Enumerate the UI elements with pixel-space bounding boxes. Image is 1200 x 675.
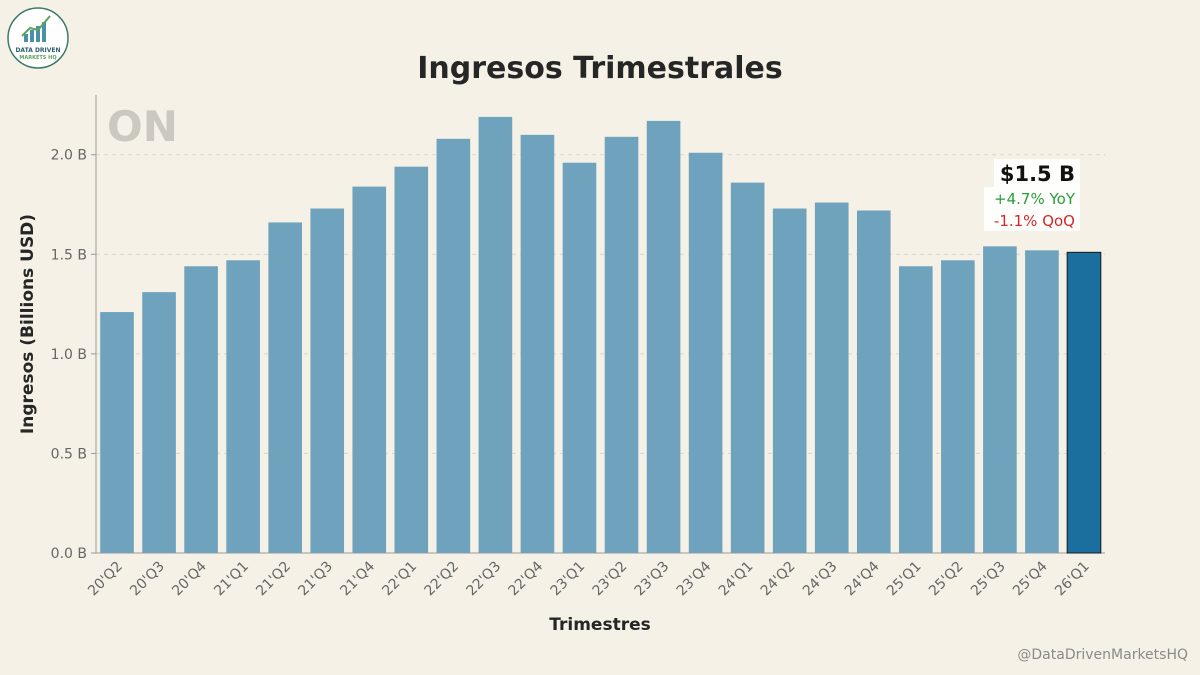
x-tick-label: 24'Q1 — [716, 559, 757, 600]
bar-24-q1 — [730, 182, 765, 554]
x-tick-label: 24'Q3 — [800, 559, 841, 600]
bar-23-q2 — [604, 136, 639, 554]
bar-23-q4 — [688, 152, 723, 553]
x-tick-label: 21'Q4 — [337, 558, 378, 599]
ticker-watermark: ON — [107, 102, 178, 151]
x-tick-label: 23'Q2 — [590, 559, 631, 600]
x-tick-label: 25'Q4 — [1010, 558, 1051, 599]
x-tick-labels: 20'Q2 20'Q3 20'Q4 21'Q1 21'Q2 21'Q3 21'Q4 22'Q1… — [85, 558, 1093, 599]
x-tick-label: 25'Q2 — [926, 559, 967, 600]
x-tick-label: 23'Q3 — [632, 559, 673, 600]
bar-21-q2 — [268, 222, 303, 553]
x-tick-label: 20'Q3 — [127, 559, 168, 600]
x-axis-label: Trimestres — [549, 615, 650, 635]
x-tick-label: 25'Q1 — [884, 559, 925, 600]
y-axis-label: Ingresos (Billions USD) — [18, 214, 38, 434]
bar-24-q3 — [814, 202, 849, 553]
bar-25-q2 — [941, 260, 975, 553]
grid-lines — [96, 154, 1105, 454]
x-tick-label: 25'Q3 — [968, 559, 1009, 600]
x-tick-label: 21'Q1 — [211, 559, 252, 600]
latest-value-callout: $1.5 B +4.7% YoY -1.1% QoQ — [984, 159, 1080, 231]
logo-text-line1: DATA DRIVEN — [15, 47, 60, 54]
x-tick-label: 22'Q4 — [506, 558, 547, 599]
x-tick-label: 26'Q1 — [1052, 559, 1093, 600]
bar-22-q4 — [520, 134, 555, 553]
bar-21-q1 — [226, 260, 260, 553]
bar-24-q4 — [856, 210, 891, 553]
x-tick-label: 22'Q1 — [379, 559, 420, 600]
y-tick-labels: 0.0 B 0.5 B 1.0 B 1.5 B 2.0 B — [51, 148, 96, 562]
x-tick-label: 21'Q3 — [295, 559, 336, 600]
bar-20-q2 — [100, 312, 134, 553]
callout-value: $1.5 B — [1000, 162, 1075, 186]
y-tick-label: 0.0 B — [51, 546, 87, 562]
bar-22-q2 — [436, 138, 471, 553]
x-tick-label: 24'Q4 — [842, 558, 883, 599]
callout-yoy: +4.7% YoY — [994, 190, 1076, 208]
bar-21-q3 — [310, 208, 345, 554]
y-tick-label: 1.5 B — [51, 247, 87, 263]
chart-title: Ingresos Trimestrales — [417, 51, 782, 86]
bar-21-q4 — [352, 186, 387, 553]
x-tick-label: 23'Q1 — [548, 559, 589, 600]
x-tick-label: 24'Q2 — [758, 559, 799, 600]
brand-logo: DATA DRIVEN MARKETS HQ — [7, 7, 69, 69]
bar-20-q4 — [184, 266, 218, 553]
x-tick-label: 20'Q2 — [85, 559, 126, 600]
bar-22-q3 — [478, 116, 513, 553]
bar-25-q3 — [983, 246, 1017, 554]
y-tick-label: 1.0 B — [51, 347, 87, 363]
bar-20-q3 — [142, 292, 176, 553]
x-tick-label: 20'Q4 — [169, 558, 210, 599]
x-tick-label: 22'Q3 — [463, 559, 504, 600]
callout-qoq: -1.1% QoQ — [994, 212, 1075, 230]
bar-24-q2 — [772, 208, 807, 554]
bar-25-q4 — [1025, 250, 1059, 554]
bar-26-q1 — [1066, 251, 1102, 554]
bar-25-q1 — [898, 266, 933, 553]
logo-text-line2: MARKETS HQ — [19, 55, 56, 61]
x-tick-label: 22'Q2 — [421, 559, 462, 600]
y-tick-label: 0.5 B — [51, 446, 87, 462]
x-tick-label: 21'Q2 — [253, 559, 294, 600]
x-tick-label: 23'Q4 — [674, 558, 715, 599]
bar-23-q1 — [562, 162, 597, 553]
trend-chart-icon — [21, 15, 51, 42]
bar-22-q1 — [394, 166, 429, 553]
bars — [100, 116, 1102, 554]
bar-23-q3 — [646, 120, 681, 553]
credit-handle: @DataDrivenMarketsHQ — [1017, 647, 1188, 663]
y-tick-label: 2.0 B — [51, 148, 87, 164]
